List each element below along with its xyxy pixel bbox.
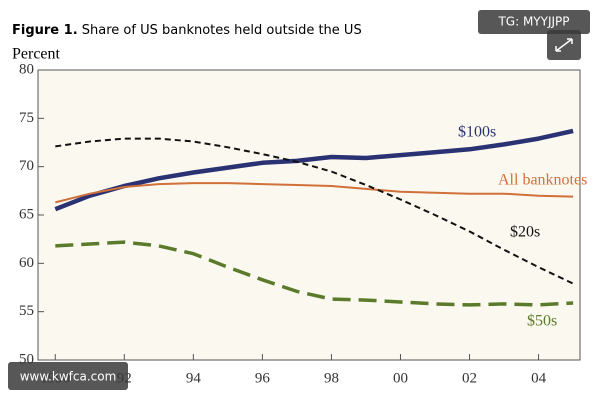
x-tick-label: 96 (255, 370, 271, 386)
series-label: $100s (458, 124, 496, 141)
x-tick-label: 94 (186, 370, 202, 386)
watermark-box (478, 10, 590, 34)
title-text: Share of US banknotes held outside the U… (82, 23, 362, 38)
y-tick-label: 65 (19, 206, 34, 222)
x-tick-label: 04 (531, 370, 547, 386)
series-label: $20s (510, 224, 540, 241)
watermark-box (8, 362, 128, 390)
y-tick-label: 60 (19, 255, 34, 271)
y-tick-label: 70 (19, 158, 34, 174)
y-tick-label: 75 (19, 110, 34, 126)
expand-icon[interactable] (555, 38, 573, 52)
series-line (54, 128, 574, 212)
watermark: www.kwfca.com (20, 370, 117, 384)
y-axis-label: Percent (12, 46, 61, 63)
y-tick-label: 55 (19, 303, 34, 319)
series-line (55, 137, 574, 285)
watermark: TG: MYYJJPP (497, 15, 569, 29)
y-tick-label: 80 (19, 61, 34, 77)
expand-button[interactable] (547, 30, 581, 60)
series-line (55, 240, 574, 307)
series-line (55, 182, 574, 204)
x-tick-label: 02 (462, 370, 477, 386)
figure-title: Figure 1. Share of US banknotes held out… (12, 23, 362, 38)
x-tick-label: 98 (324, 370, 339, 386)
x-tick-label: 00 (393, 370, 408, 386)
figure-label: Figure 1. (12, 23, 78, 38)
plot-area (37, 69, 581, 361)
series-label: All banknotes (498, 172, 587, 189)
series-label: $50s (527, 313, 557, 330)
